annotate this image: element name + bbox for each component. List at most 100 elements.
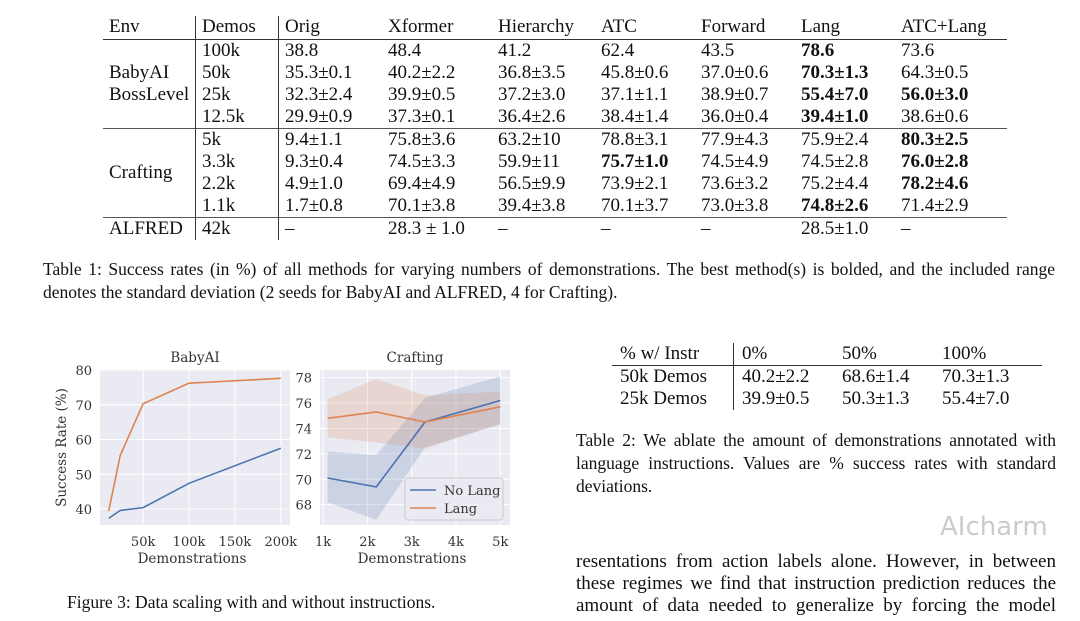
cell-value: 75.8±3.6 — [388, 129, 456, 150]
watermark: AIcharm — [940, 512, 1048, 542]
cell-value: 2.2k — [202, 173, 236, 194]
table-cell: 42k — [195, 217, 279, 240]
ablation-table: % w/ Instr 0% 50% 100% 50k Demos 40.2±2.2 68.6… — [612, 343, 1042, 410]
y-tick-label: 78 — [295, 372, 312, 387]
table-cell: 39.4±1.0 — [795, 106, 895, 129]
cell-value: 42k — [202, 218, 231, 239]
cell-value: 36.8±3.5 — [498, 62, 566, 83]
table-cell: 25k — [195, 84, 279, 106]
table-cell: 74.5±3.3 — [382, 151, 492, 173]
x-tick-label: 50k — [131, 535, 156, 550]
table-cell: 80.3±2.5 — [895, 128, 1007, 151]
cell-value: 45.8±0.6 — [601, 62, 669, 83]
table-cell: 9.3±0.4 — [279, 151, 383, 173]
cell-value: 25k — [202, 84, 231, 105]
table-cell: 36.4±2.6 — [492, 106, 595, 129]
cell-value: 12.5k — [202, 106, 245, 127]
table-cell: – — [595, 217, 695, 240]
table-cell: 74.8±2.6 — [795, 195, 895, 218]
column-header: Hierarchy — [492, 16, 595, 40]
table-cell: 28.3 ± 1.0 — [382, 217, 492, 240]
table-cell: 75.9±2.4 — [795, 128, 895, 151]
table-cell: 70.3±1.3 — [942, 366, 1010, 387]
body-paragraph: resentations from action labels alone. H… — [576, 551, 1056, 616]
table-cell: 74.5±4.9 — [695, 151, 795, 173]
table-row: 25k Demos 39.9±0.5 50.3±1.3 55.4±7.0 — [612, 388, 1042, 410]
column-header: Demos — [195, 16, 279, 40]
table-cell: 73.0±3.8 — [695, 195, 795, 218]
cell-value: 75.2±4.4 — [801, 173, 869, 194]
cell-value: 48.4 — [388, 40, 422, 61]
cell-value: 76.0±2.8 — [901, 151, 969, 172]
table-cell: 78.2±4.6 — [895, 173, 1007, 195]
table-row: 3.3k 9.3±0.4 74.5±3.3 59.9±11 75.7±1.0 74.5±4… — [103, 151, 1007, 173]
cell-value: 74.8±2.6 — [801, 195, 869, 216]
table-cell: – — [278, 217, 382, 240]
confidence-band — [327, 378, 501, 449]
table-cell: 74.5±2.8 — [795, 151, 895, 173]
table-cell: 50k — [195, 62, 279, 84]
x-tick-label: 4k — [448, 535, 464, 550]
y-tick-label: 70 — [295, 473, 312, 488]
column-header: ATC — [595, 16, 695, 40]
table-cell: 78.6 — [795, 40, 895, 63]
cell-value: 56.0±3.0 — [901, 84, 969, 105]
table-cell: 25k Demos — [612, 388, 734, 410]
table-cell: 100k — [195, 39, 279, 62]
x-axis-label: Demonstrations — [138, 551, 247, 567]
cell-value: 39.4±3.8 — [498, 195, 566, 216]
table-cell: 43.5 — [695, 40, 795, 63]
cell-value: 29.9±0.9 — [285, 106, 353, 127]
cell-value: 100k — [202, 40, 240, 61]
table-cell: 5k — [195, 128, 279, 151]
table-cell: 39.4±3.8 — [492, 195, 595, 218]
table-row: 2.2k 4.9±1.0 69.4±4.9 56.5±9.9 73.9±2.1 73.6±… — [103, 173, 1007, 195]
cell-value: – — [285, 218, 295, 239]
cell-value: 28.3 ± 1.0 — [388, 218, 465, 239]
cell-value: 37.2±3.0 — [498, 84, 566, 105]
table-cell: 29.9±0.9 — [279, 106, 383, 129]
cell-value: 3.3k — [202, 151, 236, 172]
cell-value: 36.4±2.6 — [498, 106, 566, 127]
table-cell: 32.3±2.4 — [279, 84, 383, 106]
table-cell: 38.6±0.6 — [895, 106, 1007, 129]
x-tick-label: 150k — [219, 535, 252, 550]
column-header: 50% — [834, 343, 934, 366]
cell-value: 73.9±2.1 — [601, 173, 669, 194]
y-tick-label: 74 — [295, 422, 312, 437]
cell-value: 32.3±2.4 — [285, 84, 353, 105]
cell-value: 9.3±0.4 — [285, 151, 343, 172]
env-cell: BabyAI BossLevel — [103, 39, 196, 129]
table-cell: 37.1±1.1 — [595, 84, 695, 106]
y-tick-label: 40 — [75, 503, 92, 518]
table-cell: 68.6±1.4 — [842, 366, 910, 387]
column-header: Forward — [695, 16, 795, 40]
table-cell: 48.4 — [382, 40, 492, 63]
table-cell: 9.4±1.1 — [278, 128, 382, 151]
env-cell: Crafting — [103, 128, 196, 218]
table-cell: 70.3±1.3 — [795, 62, 895, 84]
table-cell: 50k Demos — [612, 365, 734, 388]
table-cell: 35.3±0.1 — [279, 62, 383, 84]
cell-value: 70.3±1.3 — [801, 62, 869, 83]
table-cell: 56.5±9.9 — [492, 173, 595, 195]
cell-value: 80.3±2.5 — [901, 129, 969, 150]
table-cell: 75.8±3.6 — [382, 128, 492, 151]
x-tick-label: 1k — [315, 535, 331, 550]
column-header: % w/ Instr — [612, 343, 734, 366]
env-label: BossLevel — [109, 84, 190, 105]
cell-value: – — [901, 218, 911, 239]
cell-value: 28.5±1.0 — [801, 218, 869, 239]
table-header-row: Env Demos Orig Xformer Hierarchy ATC Forward La… — [103, 16, 1007, 40]
x-axis-label: Demonstrations — [358, 551, 467, 567]
column-header: Xformer — [382, 16, 492, 40]
table-cell: 55.4±7.0 — [795, 84, 895, 106]
table-cell: 78.8±3.1 — [595, 128, 695, 151]
series-line-lang — [107, 377, 281, 512]
table-row: BabyAI BossLevel 100k 38.8 48.4 41.2 62.4 43.5 7… — [103, 39, 1007, 129]
legend-box — [404, 477, 504, 521]
table-cell: 41.2 — [492, 40, 595, 63]
figure3-charts: 50k 100k 150k 200k 40 50 60 70 80 BabyAI Demonstra… — [54, 350, 510, 567]
cell-value: 35.3±0.1 — [285, 62, 353, 83]
cell-value: 5k — [202, 129, 221, 150]
